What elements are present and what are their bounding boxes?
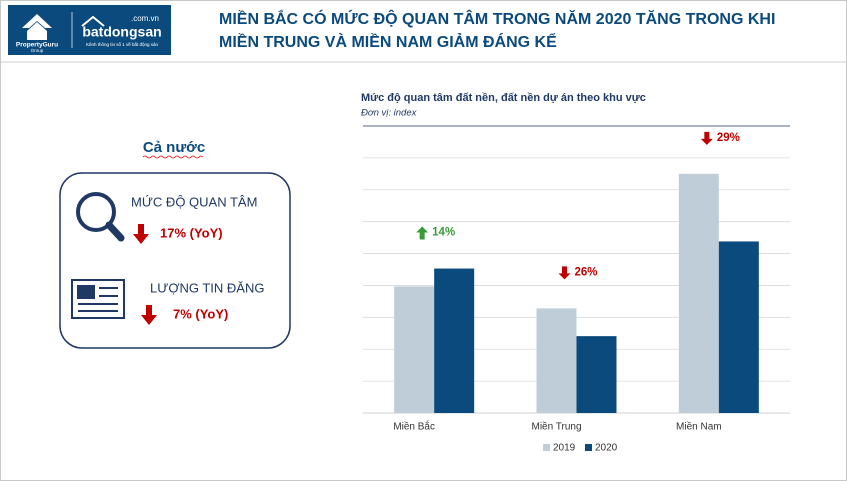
logo-right-bg [66, 5, 171, 55]
summary-label: LƯỢNG TIN ĐĂNG [150, 280, 264, 295]
chart-title: Mức độ quan tâm đất nền, đất nền dự án t… [361, 92, 646, 104]
bar [536, 308, 577, 413]
legend-label: 2020 [595, 443, 618, 454]
arrow-down [133, 224, 149, 244]
arrow-up [416, 226, 429, 240]
x-tick-label: Miền Trung [531, 421, 581, 433]
header-rule [1, 61, 846, 63]
change-annotation: 26% [575, 266, 598, 278]
logo-brand1: PropertyGuru [16, 42, 58, 49]
change-annotation: 14% [432, 227, 455, 239]
logo-tagline: Kênh thông tin số 1 về bất động sản [86, 42, 159, 47]
bar [576, 336, 617, 413]
bar [678, 173, 719, 413]
logo-brand1-sub: Group [31, 48, 44, 53]
newspaper-icon [71, 279, 125, 319]
x-tick-label: Miền Nam [676, 421, 722, 433]
chart-subtitle: Đơn vị: index [361, 108, 418, 119]
legend-swatch [543, 444, 550, 451]
arrow-down [141, 305, 157, 325]
arrow-down [558, 266, 571, 280]
change-annotation: 29% [717, 132, 740, 144]
bar [718, 241, 759, 413]
summary-change: 17% (YoY) [160, 225, 223, 240]
bar [394, 286, 435, 413]
newspaper-page [71, 279, 125, 319]
legend-label: 2019 [553, 443, 576, 454]
logo-domain: .com.vn [131, 14, 159, 23]
bar [434, 268, 475, 413]
header-title-line: MIỀN TRUNG VÀ MIỀN NAM GIẢM ĐÁNG KỂ [219, 32, 557, 51]
legend-swatch [585, 444, 592, 451]
logo-brand2: batdongsan [82, 24, 161, 40]
x-tick-label: Miền Bắc [393, 420, 435, 433]
arrow-down [700, 131, 713, 145]
summary-label: MỨC ĐỘ QUAN TÂM [131, 194, 257, 209]
summary-change: 7% (YoY) [173, 306, 228, 321]
spellcheck-underline [142, 155, 204, 159]
logo-mark [22, 14, 52, 40]
logo-roof [81, 15, 105, 27]
magnifier-icon [76, 192, 125, 242]
summary-title: Cả nước [143, 139, 205, 156]
header-title-line: MIỀN BẮC CÓ MỨC ĐỘ QUAN TÂM TRONG NĂM 20… [219, 9, 775, 28]
magnifier-handle [105, 221, 125, 242]
newspaper-photo [77, 285, 95, 299]
logo: PropertyGuru Group .com.vn batdongsan Kê… [8, 5, 171, 55]
magnifier-lens [76, 192, 116, 232]
